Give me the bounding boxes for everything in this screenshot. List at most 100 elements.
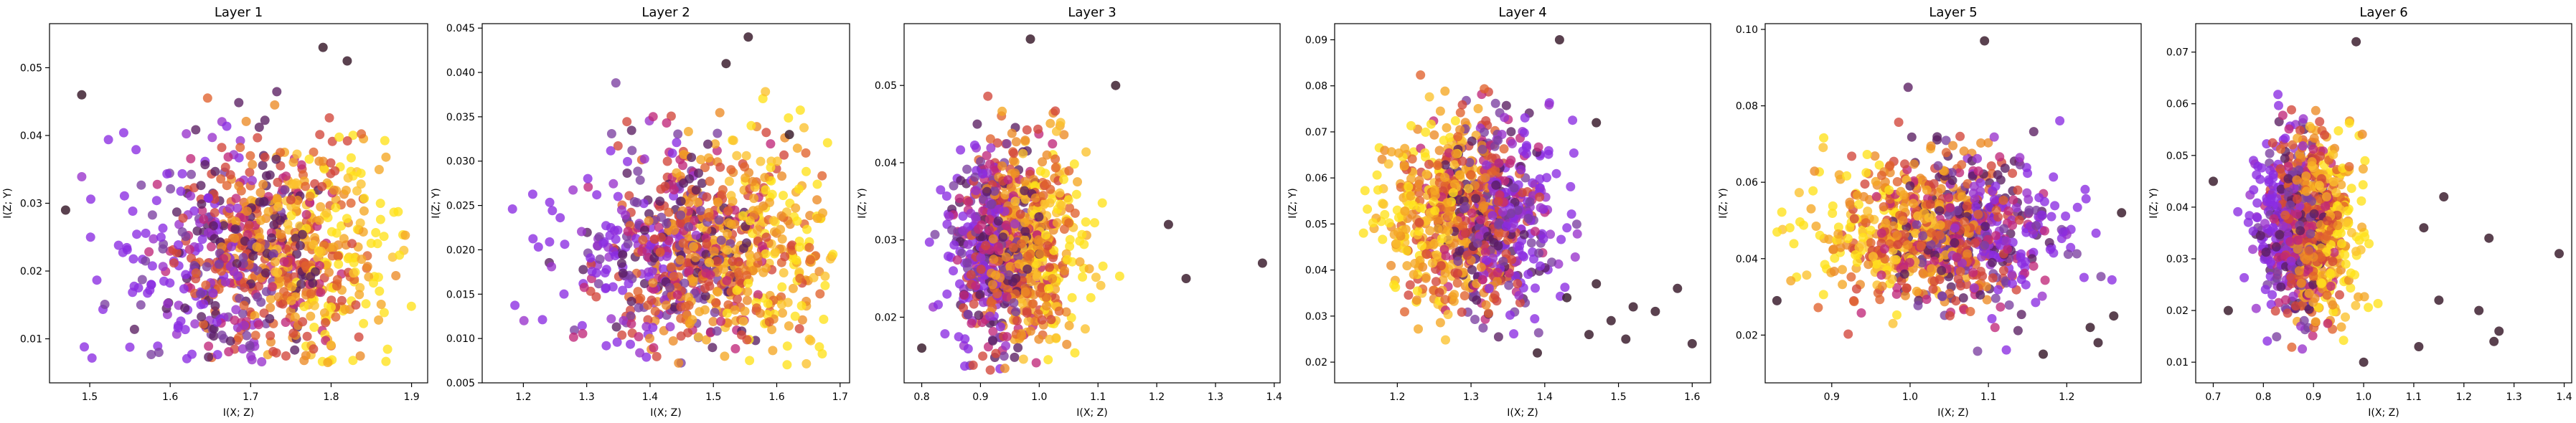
scatter-point xyxy=(212,317,222,327)
scatter-point xyxy=(761,185,771,195)
scatter-point xyxy=(726,219,736,229)
scatter-point xyxy=(664,236,674,246)
x-axis-label: I(X; Z) xyxy=(1507,407,1538,419)
scatter-point xyxy=(560,239,570,249)
scatter-point xyxy=(1982,282,1991,292)
scatter-point xyxy=(1498,257,1508,266)
scatter-point xyxy=(1531,283,1540,293)
scatter-point xyxy=(380,136,390,146)
scatter-point xyxy=(1933,161,1943,171)
scatter-point xyxy=(239,320,249,331)
x-tick-label: 1.5 xyxy=(705,391,721,403)
scatter-point xyxy=(309,323,319,332)
scatter-point xyxy=(687,153,697,162)
scatter-point xyxy=(626,296,636,306)
scatter-point xyxy=(301,261,311,271)
scatter-point xyxy=(1936,184,1946,194)
scatter-point xyxy=(791,203,801,213)
scatter-point xyxy=(2351,247,2361,257)
scatter-point xyxy=(214,260,224,269)
scatter-point xyxy=(1181,274,1191,283)
scatter-point xyxy=(210,234,220,244)
scatter-point xyxy=(361,299,371,309)
scatter-point xyxy=(1011,137,1021,147)
scatter-point xyxy=(2341,312,2350,322)
scatter-point xyxy=(1960,217,1969,227)
scatter-point xyxy=(818,208,827,218)
scatter-point xyxy=(200,160,210,170)
scatter-point xyxy=(2031,298,2041,308)
scatter-point xyxy=(1786,276,1796,286)
scatter-point xyxy=(792,143,802,153)
scatter-point xyxy=(2011,203,2021,212)
scatter-point xyxy=(1439,244,1449,255)
scatter-point xyxy=(391,271,401,280)
scatter-point xyxy=(1042,150,1052,160)
scatter-point xyxy=(2298,344,2308,354)
scatter-point xyxy=(1017,331,1027,341)
scatter-point xyxy=(245,167,255,177)
scatter-point xyxy=(716,316,725,326)
scatter-point xyxy=(1059,174,1068,184)
scatter-point xyxy=(964,197,974,207)
scatter-point xyxy=(1888,318,1898,328)
scatter-point xyxy=(1415,203,1425,213)
scatter-point xyxy=(2109,311,2119,321)
scatter-point xyxy=(375,286,385,296)
x-tick-label: 1.2 xyxy=(2059,391,2074,403)
x-tick-label: 1.2 xyxy=(515,391,531,403)
scatter-point xyxy=(210,166,220,176)
scatter-point xyxy=(767,189,777,199)
scatter-point xyxy=(785,219,795,229)
scatter-point xyxy=(1571,219,1581,229)
scatter-point xyxy=(254,123,264,132)
scatter-point xyxy=(1377,154,1387,164)
scatter-point xyxy=(147,261,157,271)
scatter-point xyxy=(1465,158,1475,168)
scatter-point xyxy=(327,136,337,146)
scatter-point xyxy=(296,279,306,289)
scatter-point xyxy=(583,182,593,192)
scatter-point xyxy=(723,300,733,310)
scatter-point xyxy=(645,333,654,343)
scatter-point xyxy=(995,322,1005,332)
scatter-point xyxy=(695,307,705,317)
scatter-point xyxy=(528,234,538,244)
scatter-point xyxy=(680,278,690,288)
scatter-point xyxy=(712,326,722,336)
scatter-point xyxy=(545,197,555,207)
scatter-point xyxy=(991,348,1001,358)
scatter-point xyxy=(960,334,970,344)
scatter-point xyxy=(1443,212,1453,222)
scatter-point xyxy=(592,190,602,200)
scatter-point xyxy=(240,282,250,293)
scatter-point xyxy=(1453,268,1462,278)
scatter-point xyxy=(1416,241,1426,251)
scatter-point xyxy=(1984,202,1994,212)
scatter-point xyxy=(1020,287,1030,297)
scatter-point xyxy=(2364,303,2373,313)
scatter-point xyxy=(1547,257,1557,267)
y-axis-label: I(Z; Y) xyxy=(431,188,442,218)
scatter-point xyxy=(1025,34,1035,44)
scatter-point xyxy=(1871,176,1881,186)
scatter-point xyxy=(629,196,639,206)
scatter-point xyxy=(1069,159,1079,169)
scatter-point xyxy=(1833,222,1843,232)
scatter-point xyxy=(1050,154,1061,164)
scatter-point xyxy=(2023,194,2034,204)
scatter-point xyxy=(2251,303,2261,313)
scatter-point xyxy=(740,162,750,172)
scatter-point xyxy=(197,234,207,244)
scatter-point xyxy=(723,245,733,255)
scatter-point xyxy=(1566,181,1576,191)
scatter-point xyxy=(359,318,369,328)
scatter-point xyxy=(393,206,403,217)
scatter-point xyxy=(1458,221,1468,231)
scatter-point xyxy=(2335,290,2344,300)
scatter-point xyxy=(2040,275,2050,285)
x-tick-label: 1.0 xyxy=(1902,391,1918,403)
scatter-point xyxy=(103,135,113,145)
scatter-point xyxy=(684,293,694,303)
scatter-point xyxy=(1884,185,1894,195)
